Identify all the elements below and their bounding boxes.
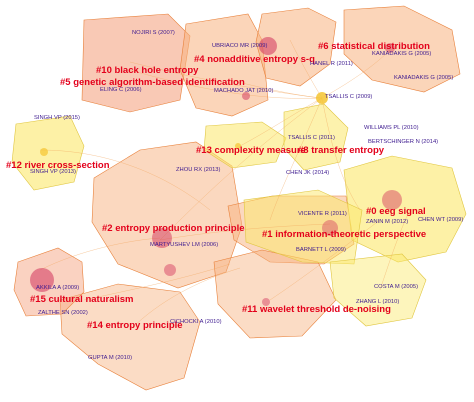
link: [159, 223, 331, 241]
author-label: ZHANG L (2010): [356, 299, 400, 305]
cluster-label-5: #5 genetic algorithm-based identificatio…: [60, 77, 245, 88]
node-cluster-13: [235, 143, 241, 149]
link: [159, 97, 323, 241]
author-label: TSALLIS C (2009): [325, 94, 373, 100]
cluster-label-2: #2 entropy production principle: [102, 223, 245, 234]
hull-cluster-8: [283, 103, 349, 171]
node-tsallis-hub: [316, 92, 328, 104]
link: [379, 209, 411, 291]
node-cluster-0: [382, 190, 402, 210]
cluster-label-1: #1 information-theoretic perspective: [262, 229, 427, 240]
cluster-label-6: #6 statistical distribution: [318, 41, 430, 52]
cluster-label-0: #0 eeg signal: [366, 206, 426, 217]
author-label: WILLIAMS PL (2010): [364, 125, 419, 131]
hull-cluster-14: [59, 283, 201, 391]
link: [321, 49, 391, 99]
hull-cluster-6: [343, 5, 461, 93]
cluster-label-13: #13 complexity measure: [196, 145, 306, 156]
author-label: KANIADAKIS G (2005): [394, 75, 454, 81]
hull-cluster-0: [343, 155, 467, 263]
author-label: ZHOU RX (2013): [176, 167, 221, 173]
author-label: BARNETT L (2009): [296, 247, 346, 253]
author-label: GUPTA M (2010): [88, 355, 133, 361]
author-label: COSTA M (2005): [374, 284, 419, 290]
node-cluster-4: [259, 37, 277, 55]
author-label: CHEN JK (2014): [286, 170, 330, 176]
author-label: UBRIACO MR (2009): [212, 43, 268, 49]
link: [269, 219, 381, 301]
author-label: ZANIN M (2012): [366, 219, 409, 225]
node-cluster-12: [40, 148, 48, 156]
link: [129, 267, 241, 331]
cluster-label-8: #8 transfer entropy: [298, 145, 385, 156]
cluster-label-4: #4 nonadditive entropy s-q: [194, 54, 315, 65]
yellow-cluster-hulls: [11, 103, 467, 327]
hull-cluster-1-yellow-part: [243, 189, 363, 265]
cluster-label-15: #15 cultural naturalism: [30, 294, 134, 305]
citation-links: [39, 39, 411, 331]
author-label: TSALLIS C (2011): [288, 135, 335, 141]
link: [239, 97, 323, 147]
link: [39, 237, 161, 271]
cluster-label-11: #11 wavelet threshold de-noising: [242, 304, 391, 315]
author-label: BERTSCHINGER N (2014): [368, 139, 439, 145]
node-cluster-6: [385, 43, 395, 53]
node-cluster-5: [242, 92, 250, 100]
author-label: SINGH VP (2015): [34, 115, 80, 121]
node-cluster-2: [152, 228, 172, 248]
link: [321, 97, 361, 211]
author-label: CHEN WT (2009): [418, 217, 464, 223]
hull-lower-right: [329, 253, 427, 327]
hull-cluster-4: [255, 7, 337, 87]
link: [39, 149, 211, 211]
author-label: MARTYUSHEV LM (2006): [150, 242, 219, 248]
hull-cluster-13: [203, 121, 287, 169]
hull-cluster-10: [81, 13, 191, 113]
node-cluster-11: [262, 298, 270, 306]
cluster-label-10: #10 black hole entropy: [96, 65, 199, 76]
cluster-label-14: #14 entropy principle: [87, 320, 183, 331]
author-label: AKKILA A (2009): [36, 285, 80, 291]
author-label: NOJIRI S (2007): [132, 30, 175, 36]
node-cluster-15: [30, 268, 54, 292]
author-label: CICHOCKI A (2010): [170, 319, 222, 325]
link: [229, 79, 323, 99]
node-cluster-2b: [164, 264, 176, 276]
link: [83, 263, 231, 301]
author-label: MACHADO JAT (2010): [214, 88, 274, 94]
author-label: SINGH VP (2013): [30, 169, 76, 175]
link: [269, 97, 323, 221]
hull-cluster-2: [91, 141, 243, 289]
author-label: HANEL R (2011): [310, 61, 353, 67]
hull-cluster-11: [213, 249, 337, 339]
node-blobs: [30, 37, 402, 306]
node-cluster-1: [322, 220, 338, 236]
author-label: KANIADAKIS G (2005): [372, 51, 432, 57]
cluster-label-12: #12 river cross-section: [6, 160, 110, 171]
author-label: VICENTE R (2011): [298, 211, 347, 217]
hull-cluster-5: [179, 13, 269, 117]
author-label: ZALTHE SN (2002): [38, 310, 88, 316]
author-label: ELING C (2006): [100, 87, 142, 93]
hull-cluster-12: [11, 115, 85, 191]
